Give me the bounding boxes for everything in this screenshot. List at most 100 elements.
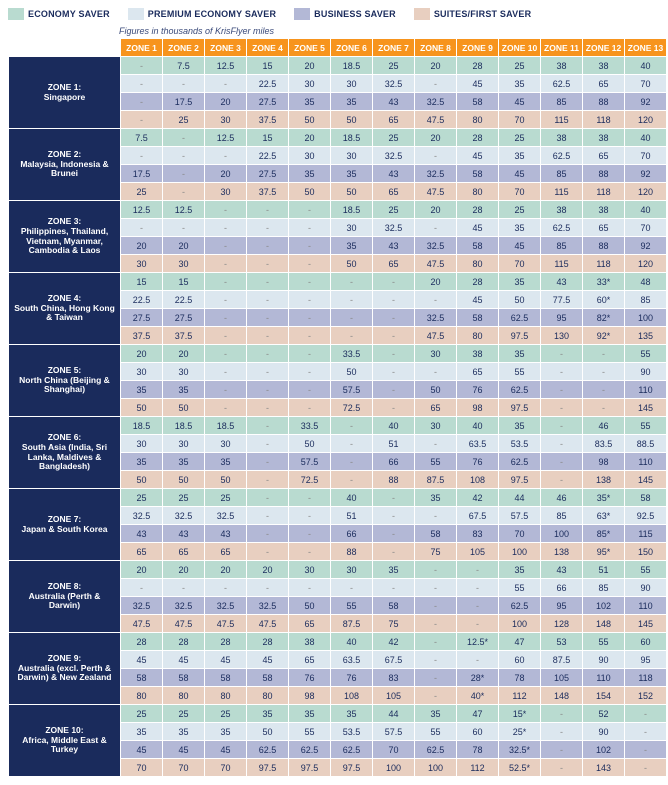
data-cell: -: [205, 399, 246, 416]
data-cell: 40: [331, 633, 372, 650]
data-cell: 55: [583, 633, 624, 650]
data-cell: -: [415, 615, 456, 632]
data-cell: -: [205, 291, 246, 308]
col-header: ZONE 2: [163, 39, 204, 56]
data-cell: 80: [457, 327, 498, 344]
data-cell: 50: [499, 291, 540, 308]
data-cell: -: [373, 543, 414, 560]
data-cell: 97.5: [289, 759, 330, 776]
data-cell: -: [415, 291, 456, 308]
data-cell: 18.5: [331, 201, 372, 218]
data-cell: 37.5: [121, 327, 162, 344]
data-cell: -: [289, 201, 330, 218]
data-cell: 70: [499, 255, 540, 272]
data-cell: 30: [415, 345, 456, 362]
data-cell: -: [583, 345, 624, 362]
data-cell: 75: [415, 543, 456, 560]
data-cell: 62.5: [499, 597, 540, 614]
data-cell: 12.5: [205, 129, 246, 146]
data-cell: 47.5: [121, 615, 162, 632]
data-cell: 25: [499, 201, 540, 218]
data-cell: 72.5: [331, 399, 372, 416]
data-cell: 50: [289, 597, 330, 614]
data-cell: -: [121, 111, 162, 128]
data-cell: 18.5: [163, 417, 204, 434]
table-row: ZONE 8:Australia (Perth & Darwin)2020202…: [9, 561, 666, 578]
data-cell: 28: [121, 633, 162, 650]
data-cell: -: [121, 75, 162, 92]
data-cell: 55: [625, 345, 666, 362]
data-cell: -: [289, 327, 330, 344]
legend-item: PREMIUM ECONOMY SAVER: [128, 8, 276, 20]
col-header: ZONE 11: [541, 39, 582, 56]
data-cell: 67.5: [457, 507, 498, 524]
data-cell: 58: [457, 93, 498, 110]
data-cell: 22.5: [247, 75, 288, 92]
col-header: ZONE 6: [331, 39, 372, 56]
data-cell: 25: [499, 129, 540, 146]
data-cell: -: [247, 435, 288, 452]
row-header: ZONE 4:South China, Hong Kong & Taiwan: [9, 273, 120, 344]
data-cell: 25: [121, 183, 162, 200]
data-cell: -: [163, 579, 204, 596]
data-cell: 83.5: [583, 435, 624, 452]
data-cell: 51: [331, 507, 372, 524]
data-cell: 35: [163, 453, 204, 470]
data-cell: 50: [415, 381, 456, 398]
data-cell: -: [247, 543, 288, 560]
data-cell: 148: [583, 615, 624, 632]
data-cell: 7.5: [121, 129, 162, 146]
data-cell: 45: [205, 741, 246, 758]
data-cell: -: [373, 363, 414, 380]
legend-label: BUSINESS SAVER: [314, 9, 396, 19]
data-cell: 35: [205, 453, 246, 470]
data-cell: 80: [247, 687, 288, 704]
data-cell: 120: [625, 255, 666, 272]
data-cell: 22.5: [163, 291, 204, 308]
data-cell: 76: [331, 669, 372, 686]
data-cell: 88: [583, 93, 624, 110]
data-cell: 28: [457, 201, 498, 218]
data-cell: 66: [373, 453, 414, 470]
data-cell: 35: [415, 705, 456, 722]
data-cell: 17.5: [163, 93, 204, 110]
data-cell: 15: [121, 273, 162, 290]
data-cell: -: [289, 309, 330, 326]
data-cell: 38: [541, 201, 582, 218]
data-cell: 51: [583, 561, 624, 578]
data-cell: 100: [499, 615, 540, 632]
col-header: ZONE 12: [583, 39, 624, 56]
data-cell: 50: [121, 471, 162, 488]
data-cell: -: [457, 579, 498, 596]
data-cell: -: [163, 165, 204, 182]
data-cell: 62.5: [415, 741, 456, 758]
data-cell: 102: [583, 597, 624, 614]
data-cell: -: [289, 579, 330, 596]
data-cell: 58: [121, 669, 162, 686]
data-cell: 90: [583, 651, 624, 668]
data-cell: 35: [163, 381, 204, 398]
data-cell: -: [121, 579, 162, 596]
data-cell: 120: [625, 183, 666, 200]
data-cell: -: [331, 453, 372, 470]
data-cell: 30: [121, 363, 162, 380]
data-cell: -: [541, 741, 582, 758]
data-cell: 66: [541, 579, 582, 596]
data-cell: 50: [331, 111, 372, 128]
data-cell: 40: [625, 129, 666, 146]
data-cell: 35: [121, 723, 162, 740]
data-cell: -: [163, 219, 204, 236]
data-cell: 152: [625, 687, 666, 704]
data-cell: 55: [499, 579, 540, 596]
data-cell: 35: [499, 75, 540, 92]
row-header: ZONE 8:Australia (Perth & Darwin): [9, 561, 120, 632]
data-cell: 35: [289, 165, 330, 182]
data-cell: 88.5: [625, 435, 666, 452]
data-cell: 28: [205, 633, 246, 650]
data-cell: 62.5: [289, 741, 330, 758]
data-cell: 35: [121, 381, 162, 398]
data-cell: 85: [541, 507, 582, 524]
data-cell: 35: [499, 219, 540, 236]
data-cell: 50: [163, 471, 204, 488]
data-cell: 154: [583, 687, 624, 704]
